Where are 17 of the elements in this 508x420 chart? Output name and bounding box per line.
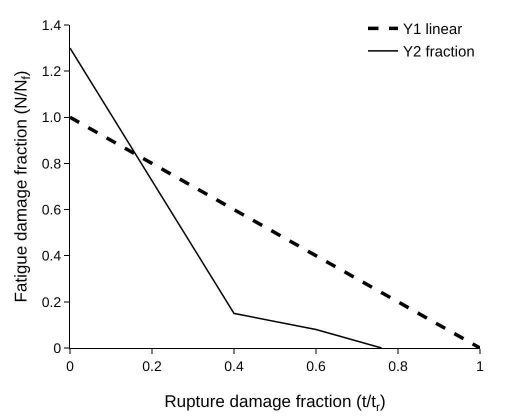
y-tick-label: 0.2 (42, 294, 62, 310)
y-tick-label: 0 (53, 340, 62, 356)
y-tick-label: 1.0 (42, 109, 62, 126)
y-tick-label: 0.6 (42, 201, 62, 218)
x-tick-label: 1 (476, 358, 484, 374)
x-axis-title: Rupture damage fraction (t/t$_{r}$) (164, 392, 386, 414)
x-tick-label: 0.4 (224, 358, 244, 374)
legend-label: Y1 linear (403, 21, 462, 38)
y-tick-label: 1.2 (42, 63, 62, 80)
y-tick-label: 0.4 (42, 248, 62, 264)
x-tick-label: 0.2 (142, 358, 162, 374)
x-tick-label: 0 (66, 358, 74, 374)
y-tick-label: 0.8 (42, 155, 62, 172)
x-tick-label: 0.8 (388, 358, 408, 374)
y-tick-label: 1.4 (42, 16, 62, 33)
legend-label: Y2 fraction (403, 44, 475, 61)
x-tick-label: 0.6 (306, 358, 326, 374)
